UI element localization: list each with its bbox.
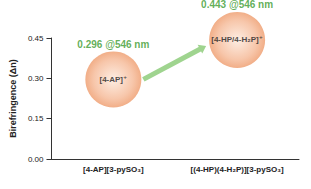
svg-text:0.00: 0.00 [28,155,44,164]
svg-text:0.30: 0.30 [28,74,44,83]
svg-text:0.45: 0.45 [28,34,44,43]
svg-text:Birefringence (Δn): Birefringence (Δn) [8,59,18,137]
svg-text:[4-AP]⁺: [4-AP]⁺ [99,75,127,84]
svg-text:0.296 @546 nm: 0.296 @546 nm [77,39,149,50]
svg-text:[4-HP/4-H₂P]⁺: [4-HP/4-H₂P]⁺ [211,35,263,44]
svg-text:[4-AP][3-pySO₃]: [4-AP][3-pySO₃] [83,165,144,174]
svg-text:0.443 @546 nm: 0.443 @546 nm [201,0,273,10]
svg-text:0.15: 0.15 [28,114,44,123]
svg-text:[(4-HP)(4-H₂P)][3-pySO₃]: [(4-HP)(4-H₂P)][3-pySO₃] [191,165,284,174]
